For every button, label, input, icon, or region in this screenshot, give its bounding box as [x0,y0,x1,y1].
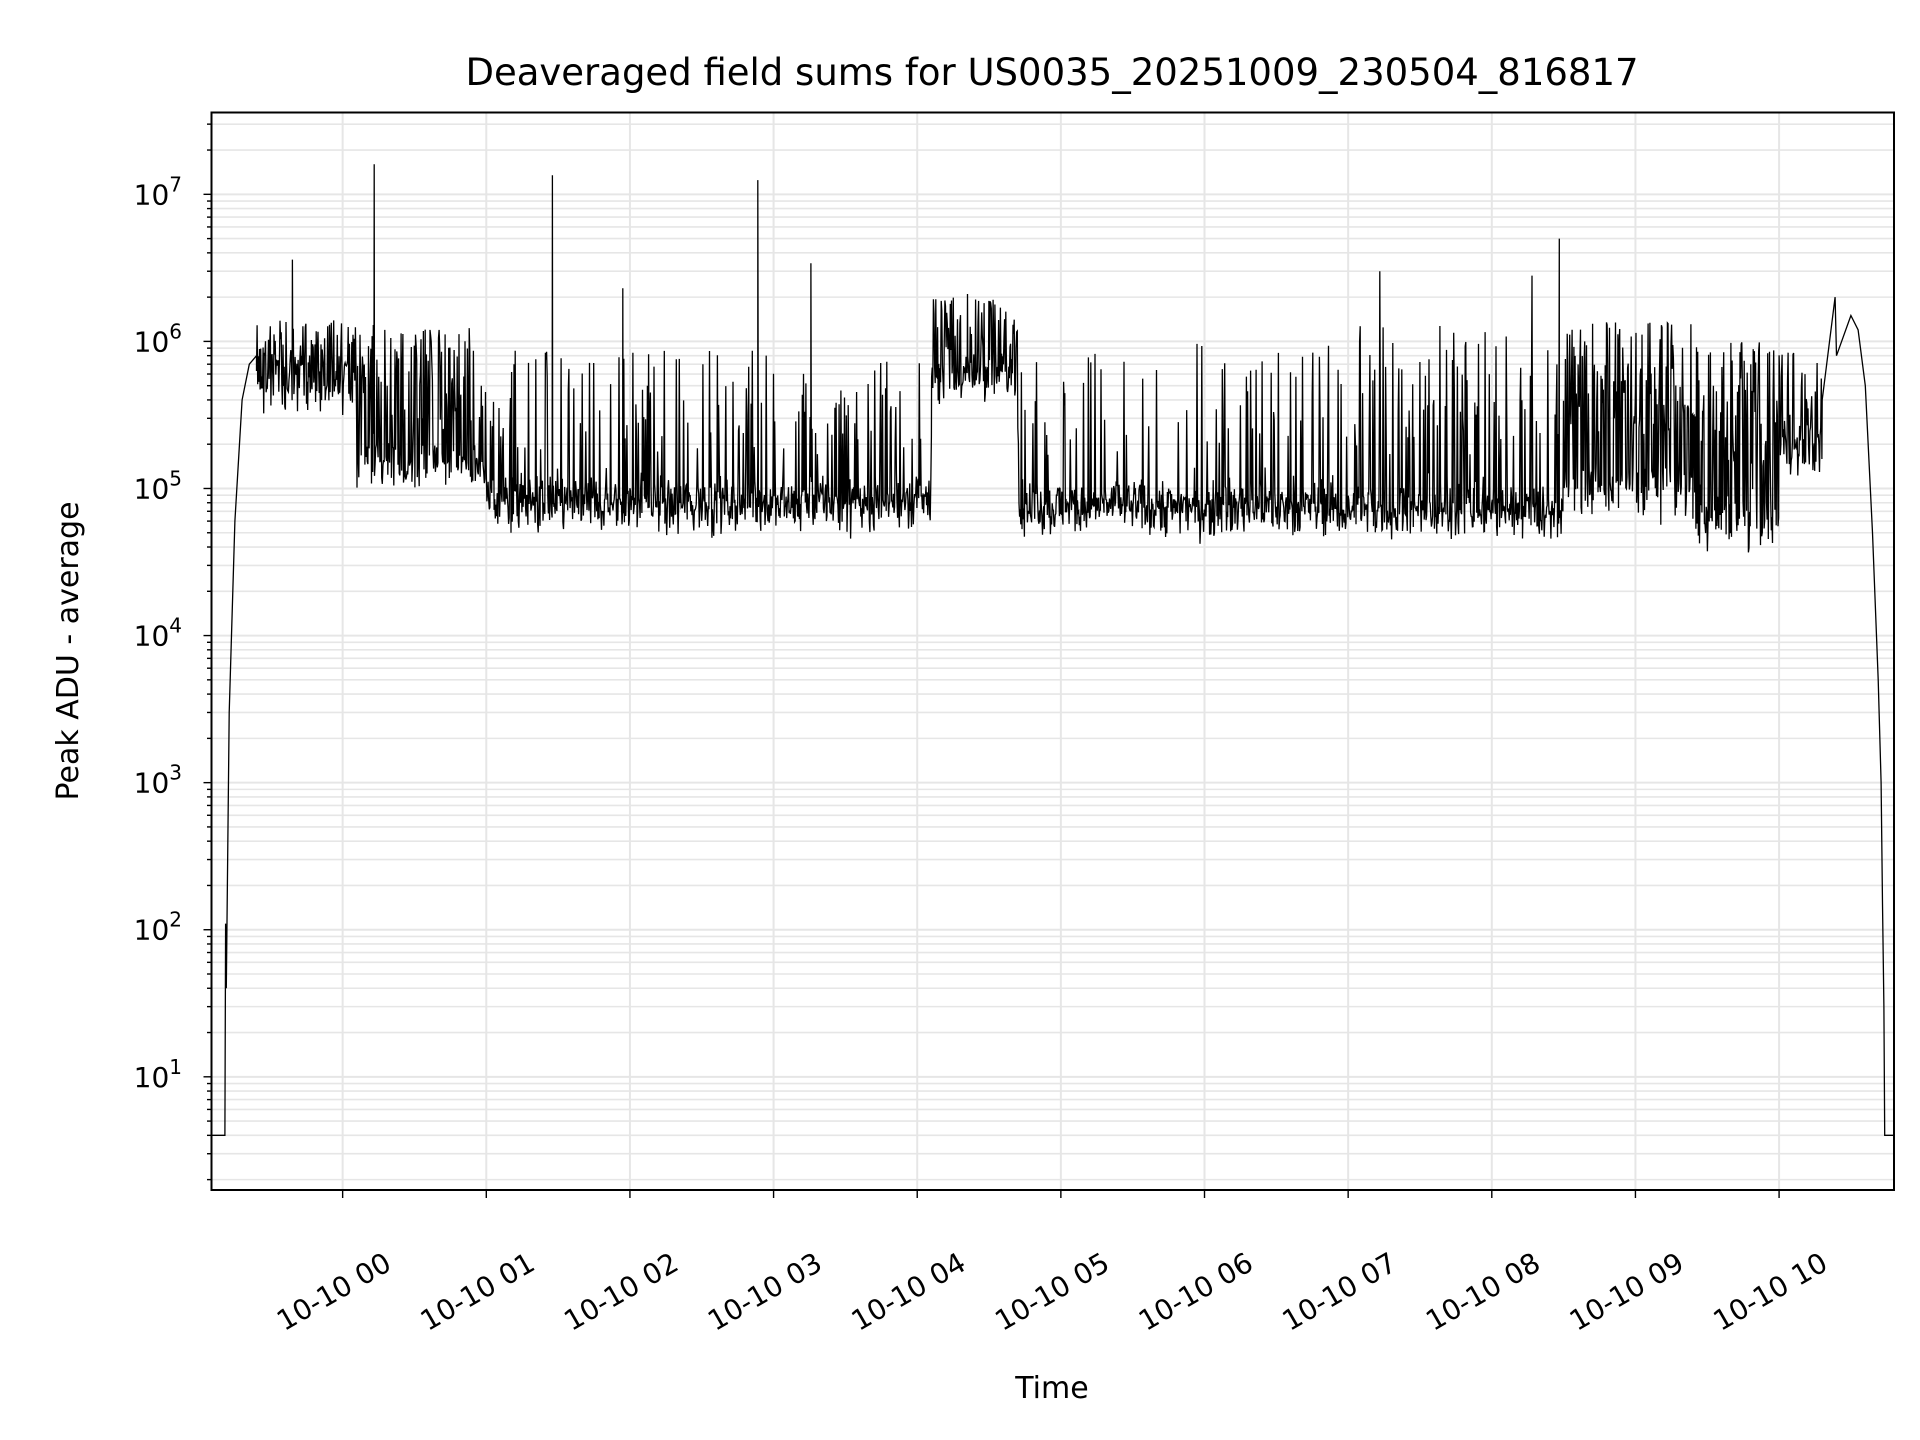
y-tick-exponent: 5 [169,466,182,490]
y-tick-label: 107 [134,172,182,211]
x-tick-label: 10-10 07 [1277,1246,1403,1338]
y-tick-label: 101 [134,1055,182,1094]
x-tick-label: 10-10 03 [702,1246,828,1338]
y-tick-label: 106 [134,319,182,358]
x-tick-label: 10-10 01 [415,1246,541,1338]
y-tick-base: 10 [134,767,170,800]
x-tick-label: 10-10 02 [558,1246,684,1338]
x-tick-label: 10-10 06 [1133,1246,1259,1338]
x-tick-label: 10-10 04 [846,1246,972,1338]
y-tick-label: 105 [134,466,182,505]
y-tick-exponent: 2 [169,908,182,932]
ticks [203,123,1780,1198]
chart-title: Deaveraged field sums for US0035_2025100… [465,51,1638,94]
y-tick-exponent: 4 [169,614,182,638]
y-tick-exponent: 1 [169,1055,182,1079]
x-tick-label: 10-10 10 [1708,1246,1834,1338]
x-tick-label: 10-10 00 [271,1246,397,1338]
y-tick-label: 102 [134,908,182,947]
y-tick-label: 103 [134,761,182,800]
y-axis-label: Peak ADU - average [51,501,86,800]
y-tick-base: 10 [134,914,170,947]
x-tick-label: 10-10 08 [1420,1246,1546,1338]
y-tick-base: 10 [134,178,170,211]
y-tick-base: 10 [134,620,170,653]
y-tick-label: 104 [134,614,182,653]
y-tick-base: 10 [134,325,170,358]
y-tick-base: 10 [134,1061,170,1094]
series-line-field-sum [211,164,1894,1136]
x-tick-label: 10-10 09 [1564,1246,1690,1338]
x-tick-label: 10-10 05 [989,1246,1115,1338]
y-tick-exponent: 7 [169,172,182,196]
y-tick-exponent: 6 [169,319,182,343]
x-axis-label: Time [1014,1371,1088,1406]
y-tick-exponent: 3 [169,761,182,785]
plot-frame [210,111,1895,1191]
series-group [211,164,1894,1136]
grid [211,112,1894,1190]
y-tick-base: 10 [134,472,170,505]
